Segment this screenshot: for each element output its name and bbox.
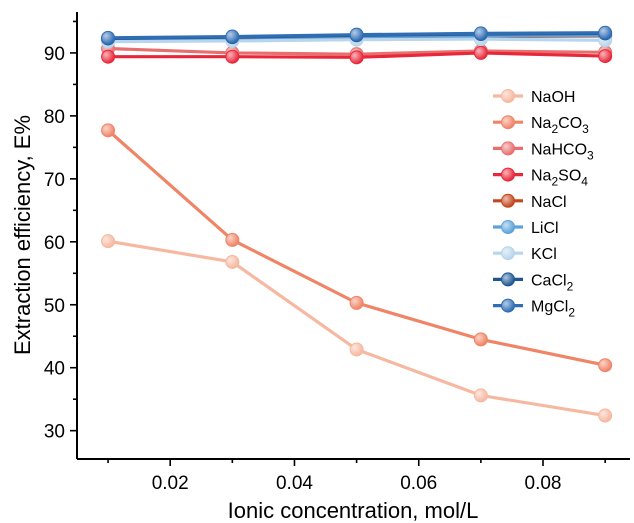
legend-label-base: KCl <box>531 246 557 263</box>
data-point-na2co3 <box>101 123 116 138</box>
legend-label-subscript: 3 <box>587 148 594 162</box>
data-point-na2co3 <box>598 358 613 373</box>
data-point-na2so4 <box>101 49 116 64</box>
data-point-naoh <box>473 388 488 403</box>
legend-label-subscript: 3 <box>582 122 589 136</box>
legend-marker-kcl <box>501 246 515 261</box>
legend-label-base: NaHCO <box>531 141 587 158</box>
y-tick-label: 40 <box>44 359 65 380</box>
legend-marker-licl <box>501 220 515 234</box>
x-axis-title: Ionic concentration, mol/L <box>228 498 479 523</box>
legend-label-base: CaCl <box>531 272 567 289</box>
legend-label-naoh: NaOH <box>531 89 575 106</box>
data-point-na2so4 <box>349 50 364 65</box>
axes <box>76 12 630 460</box>
legend-label-subscript: 4 <box>581 175 588 189</box>
legend-label-mgcl2: MgCl2 <box>531 299 575 320</box>
legend-label-base: Na <box>531 168 552 185</box>
legend: NaOHNa2CO3NaHCO3Na2SO4NaClLiClKClCaCl2Mg… <box>493 89 594 320</box>
data-point-na2so4 <box>225 49 240 64</box>
x-tick-label: 0.02 <box>152 473 189 494</box>
legend-marker-na2co3 <box>501 115 515 130</box>
legend-label-base: MgCl <box>531 299 568 316</box>
x-ticks: 0.02 0.04 0.06 0.08 <box>107 459 606 494</box>
data-point-mgcl2 <box>101 30 116 45</box>
legend-marker-mgcl2 <box>501 298 515 313</box>
data-point-na2so4 <box>598 49 613 64</box>
legend-label-tail: CO <box>558 115 582 132</box>
y-axis-title: Extraction efficiency, E% <box>10 115 35 355</box>
data-point-na2co3 <box>225 232 240 247</box>
legend-marker-cacl2 <box>501 272 515 287</box>
data-point-mgcl2 <box>598 25 613 40</box>
legend-label-nahco3: NaHCO3 <box>531 141 594 162</box>
y-tick-label: 60 <box>44 233 65 254</box>
data-point-naoh <box>349 342 364 357</box>
legend-label-subscript: 2 <box>568 306 575 320</box>
series-points <box>101 25 613 423</box>
y-tick-label: 50 <box>44 296 65 317</box>
legend-marker-na2so4 <box>501 167 515 182</box>
legend-label-licl: LiCl <box>531 220 559 237</box>
y-tick-label: 90 <box>44 44 65 65</box>
data-point-naoh <box>225 254 240 269</box>
legend-marker-nahco3 <box>501 141 515 156</box>
data-point-na2so4 <box>473 45 488 60</box>
legend-label-nacl: NaCl <box>531 194 567 211</box>
legend-label-tail: SO <box>558 168 581 185</box>
y-ticks: 30 40 50 60 70 80 90 <box>44 20 77 443</box>
data-point-naoh <box>598 408 613 423</box>
data-point-mgcl2 <box>225 29 240 44</box>
legend-label-base: NaOH <box>531 89 575 106</box>
x-tick-label: 0.08 <box>525 473 562 494</box>
series-line-naoh <box>107 239 606 418</box>
legend-label-base: NaCl <box>531 194 567 211</box>
data-point-naoh <box>101 234 116 249</box>
legend-marker-nacl <box>501 193 515 208</box>
legend-label-base: LiCl <box>531 220 559 237</box>
legend-label-subscript: 2 <box>567 279 574 293</box>
legend-label-na2so4: Na2SO4 <box>531 168 588 189</box>
legend-label-subscript: 2 <box>551 175 558 189</box>
data-point-na2co3 <box>349 295 364 310</box>
legend-label-base: Na <box>531 115 552 132</box>
legend-marker-naoh <box>501 89 515 103</box>
y-tick-label: 80 <box>44 107 65 128</box>
legend-label-kcl: KCl <box>531 246 557 263</box>
data-point-mgcl2 <box>349 27 364 42</box>
x-tick-label: 0.06 <box>400 473 437 494</box>
legend-label-cacl2: CaCl2 <box>531 272 574 293</box>
legend-label-subscript: 2 <box>551 122 558 136</box>
data-point-mgcl2 <box>473 26 488 41</box>
legend-label-na2co3: Na2CO3 <box>531 115 589 136</box>
x-tick-label: 0.04 <box>276 473 313 494</box>
data-point-na2co3 <box>473 332 488 347</box>
y-tick-label: 70 <box>44 170 65 191</box>
y-tick-label: 30 <box>44 422 65 443</box>
